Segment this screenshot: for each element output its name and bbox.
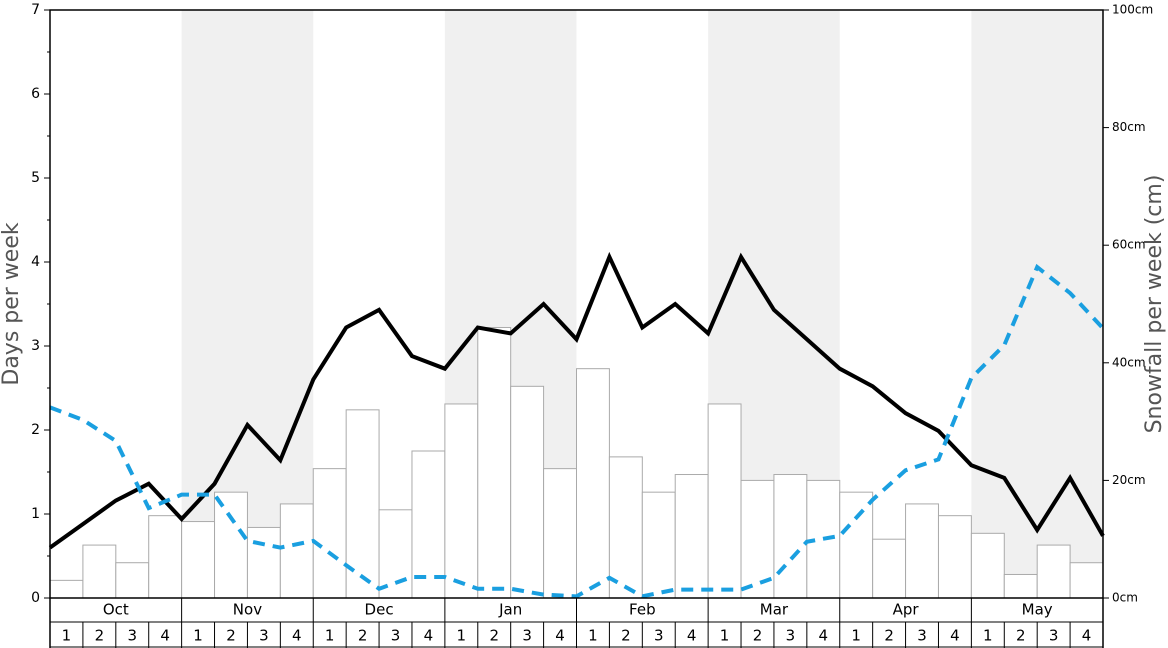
week-label: 2 — [226, 627, 236, 645]
week-label: 4 — [160, 627, 170, 645]
week-label: 2 — [95, 627, 105, 645]
y2-tick-label: 60cm — [1112, 238, 1146, 252]
month-label: May — [1022, 601, 1053, 619]
week-label: 2 — [358, 627, 368, 645]
month-label: Jan — [498, 601, 522, 619]
bar — [49, 579, 84, 599]
bar — [444, 403, 479, 599]
week-label: 4 — [555, 627, 565, 645]
week-label: 3 — [259, 627, 269, 645]
week-label: 1 — [588, 627, 598, 645]
week-label: 1 — [193, 627, 203, 645]
bar — [674, 474, 709, 599]
y2-tick-label: 20cm — [1112, 473, 1146, 487]
bar — [82, 544, 117, 599]
bar — [543, 468, 577, 599]
y-tick-label: 6 — [31, 86, 40, 102]
week-label: 4 — [292, 627, 302, 645]
bar — [576, 368, 610, 599]
month-label: Dec — [365, 601, 394, 619]
week-label: 2 — [1016, 627, 1026, 645]
week-label: 3 — [786, 627, 796, 645]
week-label: 2 — [884, 627, 894, 645]
bar — [905, 503, 939, 599]
month-label: Oct — [103, 601, 129, 619]
week-label: 3 — [391, 627, 401, 645]
bar — [641, 491, 676, 599]
y-tick-label: 4 — [31, 254, 40, 270]
week-label: 1 — [851, 627, 861, 645]
week-label: 1 — [720, 627, 730, 645]
bar — [115, 562, 150, 599]
y-tick-label: 0 — [31, 590, 40, 606]
bar — [1069, 562, 1104, 599]
week-label: 1 — [325, 627, 335, 645]
week-label: 4 — [687, 627, 697, 645]
bar — [773, 474, 808, 599]
bar — [510, 385, 545, 599]
week-label: 4 — [424, 627, 434, 645]
week-label: 2 — [621, 627, 631, 645]
week-label: 4 — [819, 627, 829, 645]
y-tick-label: 1 — [31, 506, 40, 522]
bar — [378, 509, 413, 599]
bar — [608, 456, 643, 599]
week-label: 3 — [522, 627, 532, 645]
bar — [970, 532, 1005, 599]
week-label: 3 — [1049, 627, 1059, 645]
week-label: 2 — [489, 627, 499, 645]
bar — [1036, 544, 1071, 599]
month-shade — [971, 10, 1103, 598]
y-tick-label: 5 — [31, 170, 40, 186]
bar — [937, 515, 972, 599]
y-tick-label: 2 — [31, 422, 40, 438]
month-label: Apr — [893, 601, 920, 619]
y2-tick-label: 80cm — [1112, 120, 1146, 134]
week-label: 4 — [1082, 627, 1092, 645]
week-label: 1 — [457, 627, 467, 645]
week-label: 3 — [127, 627, 137, 645]
y2-tick-label: 100cm — [1112, 3, 1153, 17]
bar — [181, 521, 216, 599]
bar — [839, 491, 874, 599]
y-tick-label: 3 — [31, 338, 40, 354]
week-label: 4 — [950, 627, 960, 645]
month-label: Mar — [760, 601, 789, 619]
bar — [345, 409, 380, 599]
y2-axis-label: Snowfall per week (cm) — [1142, 175, 1167, 434]
month-label: Nov — [233, 601, 262, 619]
bar — [312, 468, 347, 599]
y2-tick-label: 40cm — [1112, 355, 1146, 369]
y-axis-label: Days per week — [0, 222, 24, 385]
bar — [1003, 573, 1038, 599]
y-tick-label: 7 — [31, 2, 40, 18]
bar — [246, 526, 281, 599]
week-label: 3 — [917, 627, 927, 645]
bar — [707, 403, 742, 599]
week-label: 2 — [753, 627, 763, 645]
bar — [148, 515, 183, 599]
bar — [872, 538, 907, 599]
bar — [279, 503, 314, 599]
month-label: Feb — [629, 601, 656, 619]
line-series — [48, 251, 1105, 550]
week-label: 3 — [654, 627, 664, 645]
bar — [477, 327, 512, 599]
week-label: 1 — [62, 627, 72, 645]
y2-tick-label: 0cm — [1112, 591, 1138, 605]
week-label: 1 — [983, 627, 993, 645]
bar — [214, 491, 248, 599]
line-series — [49, 263, 1105, 599]
